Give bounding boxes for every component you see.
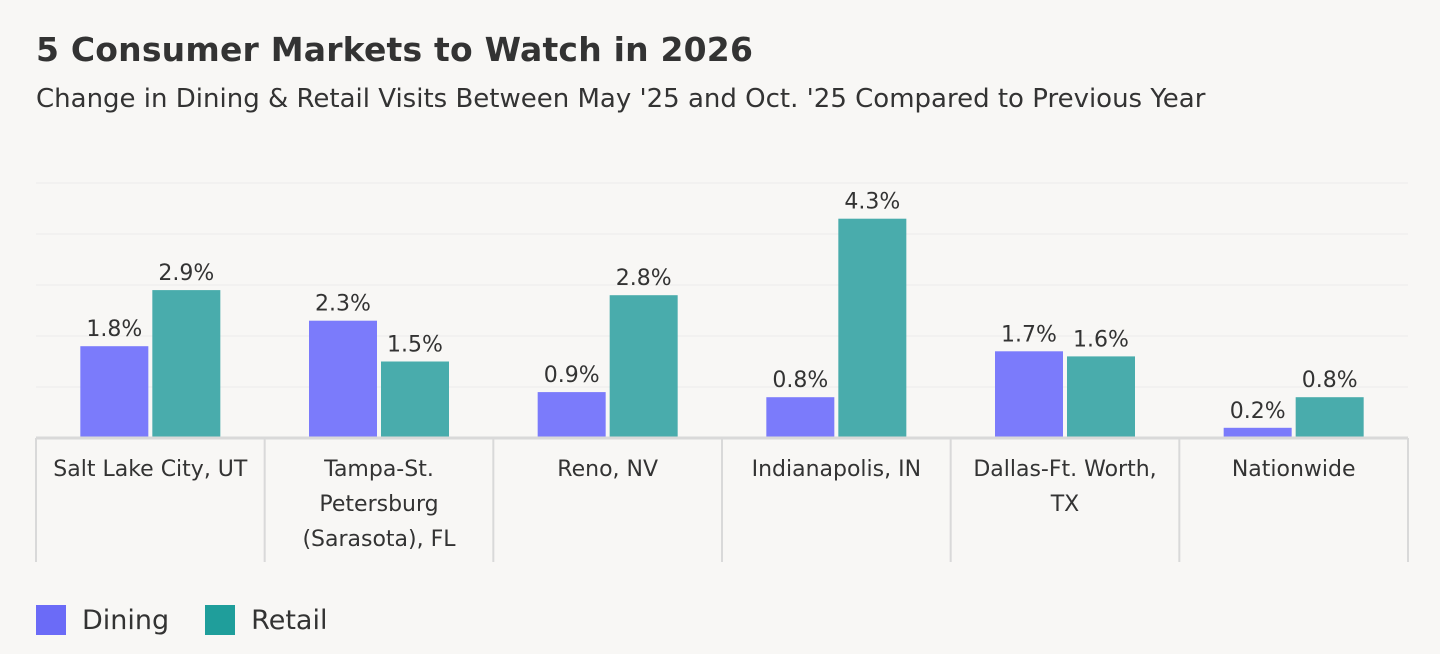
data-label-dining: 1.8% — [86, 317, 142, 342]
bar-dining[interactable] — [80, 346, 149, 438]
data-label-retail: 2.8% — [616, 266, 672, 291]
data-label-retail: 1.6% — [1073, 327, 1129, 352]
legend-label-dining: Dining — [82, 604, 170, 636]
legend-swatch-retail — [205, 605, 236, 635]
data-label-retail: 0.8% — [1302, 368, 1358, 393]
data-label-dining: 0.8% — [772, 368, 828, 393]
chart-legend: Dining Retail — [36, 600, 327, 640]
bar-dining[interactable] — [766, 397, 835, 438]
bar-retail[interactable] — [381, 361, 449, 439]
category-label: Nationwide — [1232, 457, 1356, 482]
data-label-retail: 1.5% — [387, 333, 443, 358]
data-label-dining: 0.2% — [1230, 399, 1286, 424]
bar-chart: 1.8% 2.9% Salt Lake City, UT 2.3% 1.5% Tampa-… — [35, 182, 1409, 562]
data-label-retail: 4.3% — [844, 190, 900, 215]
category-label: Tampa-St. Petersburg (Sarasota), FL — [302, 457, 456, 552]
bar-retail[interactable] — [1067, 356, 1135, 438]
data-label-dining: 0.9% — [544, 363, 600, 388]
chart-subtitle: Change in Dining & Retail Visits Between… — [36, 84, 1206, 114]
bar-dining[interactable] — [1223, 427, 1292, 438]
bar-retail[interactable] — [838, 218, 907, 438]
bar-retail[interactable] — [609, 295, 678, 438]
legend-item-retail[interactable]: Retail — [205, 605, 327, 636]
category-label: Indianapolis, IN — [752, 457, 921, 482]
data-label-retail: 2.9% — [158, 261, 214, 286]
legend-item-dining[interactable]: Dining — [36, 605, 169, 636]
category-label: Dallas-Ft. Worth, TX — [973, 457, 1156, 517]
chart-title: 5 Consumer Markets to Watch in 2026 — [36, 30, 754, 69]
legend-label-retail: Retail — [251, 604, 328, 636]
data-label-dining: 1.7% — [1001, 322, 1057, 347]
bar-dining[interactable] — [309, 320, 377, 438]
category-label: Reno, NV — [557, 457, 658, 482]
category-label: Salt Lake City, UT — [53, 457, 248, 482]
legend-swatch-dining — [36, 605, 66, 635]
bar-retail[interactable] — [152, 290, 221, 438]
bar-dining[interactable] — [995, 351, 1063, 438]
data-label-dining: 2.3% — [315, 292, 371, 317]
bar-dining[interactable] — [537, 392, 606, 438]
bar-retail[interactable] — [1295, 397, 1364, 438]
